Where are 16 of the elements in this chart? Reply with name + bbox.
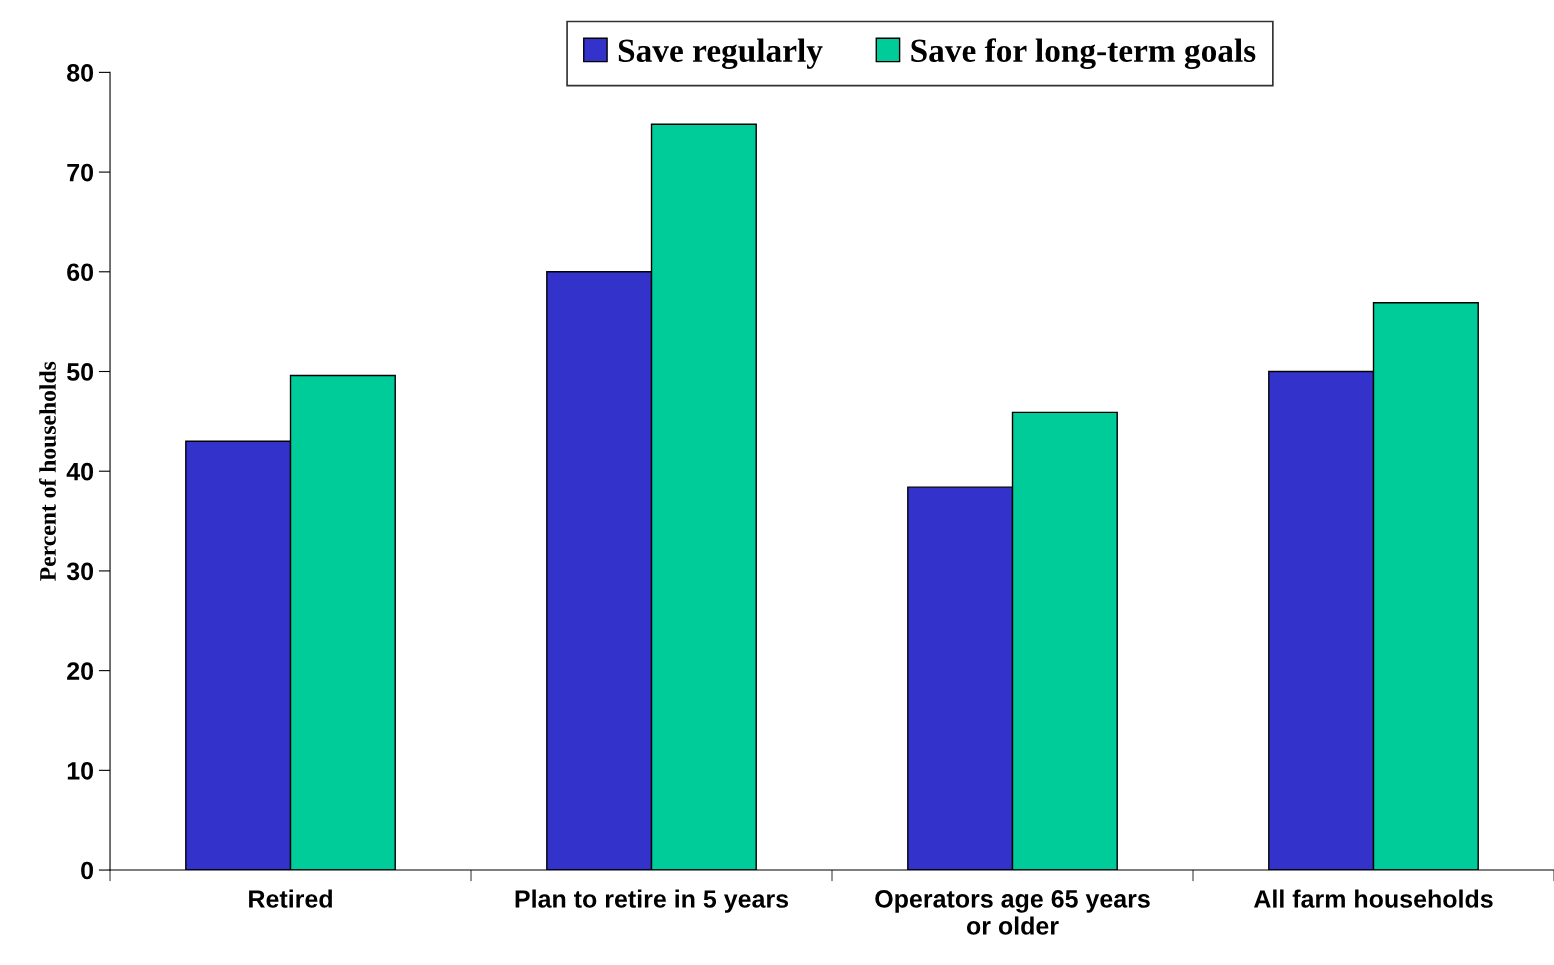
- y-tick-label: 30: [66, 562, 94, 581]
- y-tick-label: 80: [67, 63, 94, 82]
- legend-label: Save regularly: [618, 38, 823, 69]
- y-tick-label: 0: [81, 861, 94, 880]
- y-tick-label: 60: [67, 263, 94, 282]
- y-tick-label: 50: [67, 363, 94, 381]
- x-tick-label: Retired: [249, 889, 332, 908]
- y-axis-title: Percent of households: [39, 361, 56, 581]
- x-tick-label: All farm households: [1253, 889, 1493, 908]
- x-tick-label: Plan to retire in 5 years: [515, 889, 789, 913]
- y-tick-label: 40: [66, 462, 94, 481]
- y-tick-label: 70: [67, 163, 94, 182]
- x-tick-label: Operators age 65 years or older: [875, 890, 1150, 935]
- y-tick-label: 10: [67, 761, 94, 780]
- legend-label: Save for long-term goals: [911, 38, 1256, 69]
- y-tick-label: 20: [67, 662, 94, 680]
